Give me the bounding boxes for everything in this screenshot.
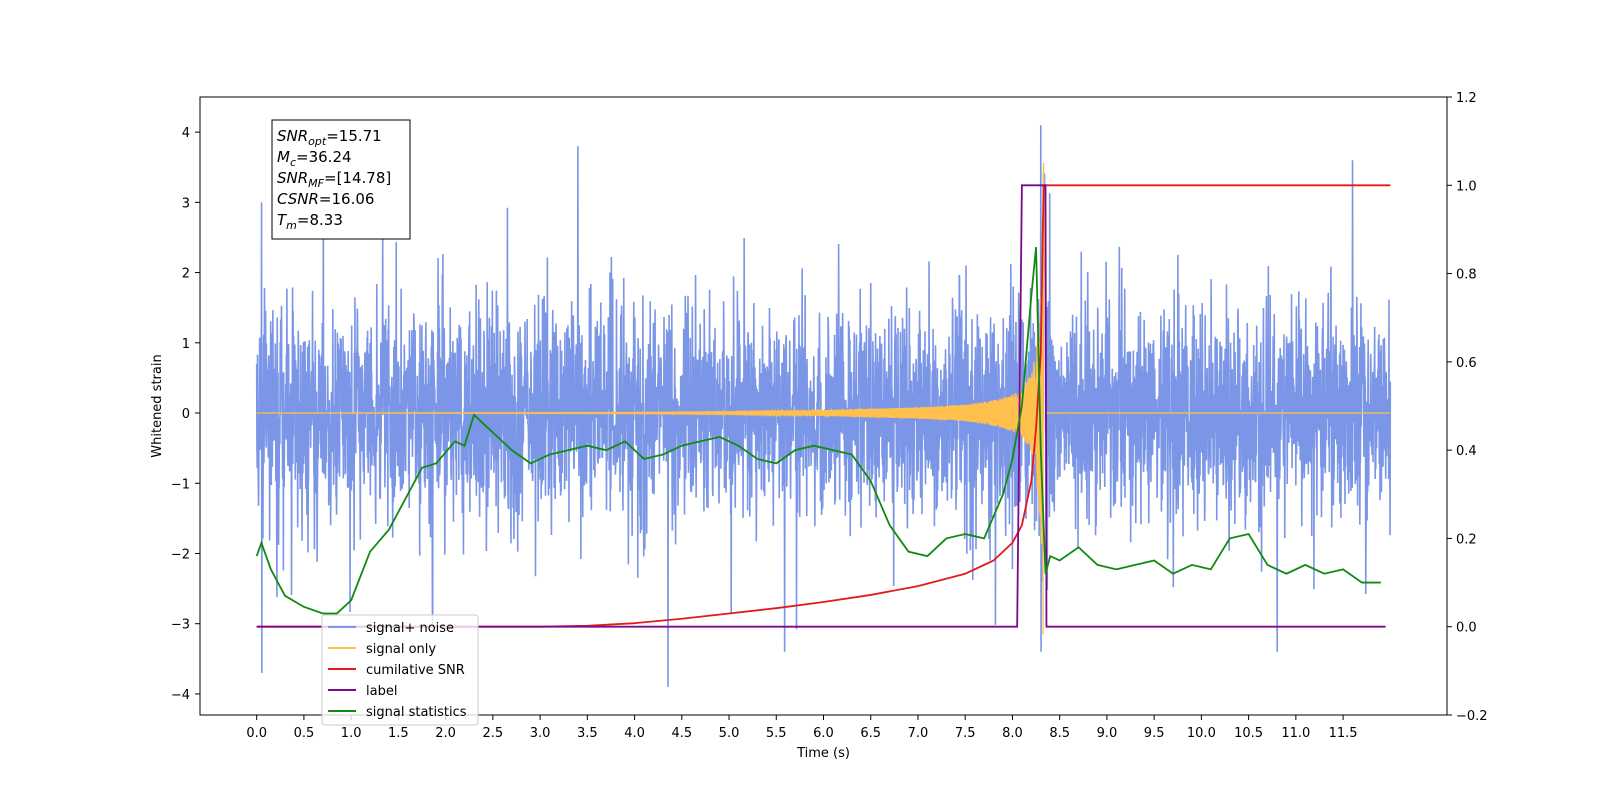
x-tick-label: 9.0 — [1097, 726, 1118, 741]
y2-tick-label: 0.4 — [1456, 444, 1477, 459]
y-tick-label: 3 — [182, 196, 190, 211]
x-tick-label: 11.5 — [1329, 726, 1358, 741]
series-line-signal-noise — [255, 125, 1392, 687]
series-line-signal-statistics — [255, 247, 1381, 615]
y2-tick-label: 0.8 — [1456, 268, 1477, 283]
x-tick-label: 0.5 — [294, 726, 315, 741]
annotation-line: CSNR=16.06 — [277, 190, 374, 208]
x-tick-label: 8.0 — [1002, 726, 1023, 741]
y-axis-label: Whitened strain — [150, 354, 165, 457]
y2-tick-label: −0.2 — [1456, 709, 1488, 724]
y-tick-label: −4 — [171, 688, 190, 703]
x-tick-label: 8.5 — [1049, 726, 1070, 741]
annotation-frame — [271, 119, 411, 240]
x-tick-label: 10.5 — [1234, 726, 1263, 741]
y-tick-label: 2 — [182, 267, 190, 282]
annotation-line: SNRopt=15.71 — [277, 127, 382, 148]
y-tick-label: 4 — [182, 126, 190, 141]
x-tick-label: 5.0 — [719, 726, 740, 741]
x-tick-label: 0.0 — [246, 726, 267, 741]
y-tick-label: −1 — [171, 477, 190, 492]
x-tick-label: 2.0 — [435, 726, 456, 741]
legend-label-cumilative-snr: cumilative SNR — [366, 663, 465, 678]
series-line-signal-only — [256, 163, 1391, 635]
x-tick-label: 4.5 — [671, 726, 692, 741]
axes-ticks: 0.0 0.5 1.0 1.5 2.0 2.5 3.0 3.5 4.0 4.5 5.0 5.5 6.0 6… — [171, 91, 1488, 741]
y-tick-label: 1 — [182, 337, 190, 352]
y-tick-label: −3 — [171, 618, 190, 633]
metrics-annotation-box: SNRopt=15.71Mc=36.24SNRMF=[14.78]CSNR=16… — [271, 119, 411, 240]
y2-tick-label: 0.2 — [1456, 532, 1477, 547]
legend-frame — [321, 614, 479, 726]
y2-tick-label: 0.0 — [1456, 621, 1477, 636]
legend-label-label: label — [366, 684, 397, 699]
x-tick-label: 4.0 — [624, 726, 645, 741]
x-tick-label: 7.5 — [955, 726, 976, 741]
x-tick-label: 3.5 — [577, 726, 598, 741]
plot-area — [255, 125, 1392, 687]
legend: signal+ noise signal only cumilative SNR la… — [321, 614, 479, 726]
x-tick-label: 7.0 — [908, 726, 929, 741]
x-tick-label: 9.5 — [1144, 726, 1165, 741]
legend-label-signal-statistics: signal statistics — [366, 705, 467, 720]
y2-tick-label: 1.0 — [1456, 179, 1477, 194]
x-tick-label: 6.5 — [860, 726, 881, 741]
x-axis-label: Time (s) — [796, 746, 850, 761]
y2-tick-label: 1.2 — [1456, 91, 1477, 106]
y-tick-label: 0 — [182, 407, 190, 422]
x-tick-label: 5.5 — [766, 726, 787, 741]
series-line-cumilative-snr — [256, 184, 1391, 628]
x-tick-label: 1.5 — [388, 726, 409, 741]
y-tick-label: −2 — [171, 547, 190, 562]
legend-label-signal-noise: signal+ noise — [366, 621, 454, 636]
x-tick-label: 1.0 — [341, 726, 362, 741]
annotation-line: Tm=8.33 — [277, 211, 343, 232]
y2-tick-label: 0.6 — [1456, 356, 1477, 371]
series-line-label — [256, 184, 1386, 628]
x-tick-label: 3.0 — [530, 726, 551, 741]
x-tick-label: 6.0 — [813, 726, 834, 741]
annotation-line: Mc=36.24 — [277, 148, 352, 169]
x-tick-label: 11.0 — [1281, 726, 1310, 741]
x-tick-label: 10.0 — [1187, 726, 1216, 741]
annotation-line: SNRMF=[14.78] — [277, 169, 391, 190]
x-tick-label: 2.5 — [483, 726, 504, 741]
legend-label-signal-only: signal only — [366, 642, 436, 657]
